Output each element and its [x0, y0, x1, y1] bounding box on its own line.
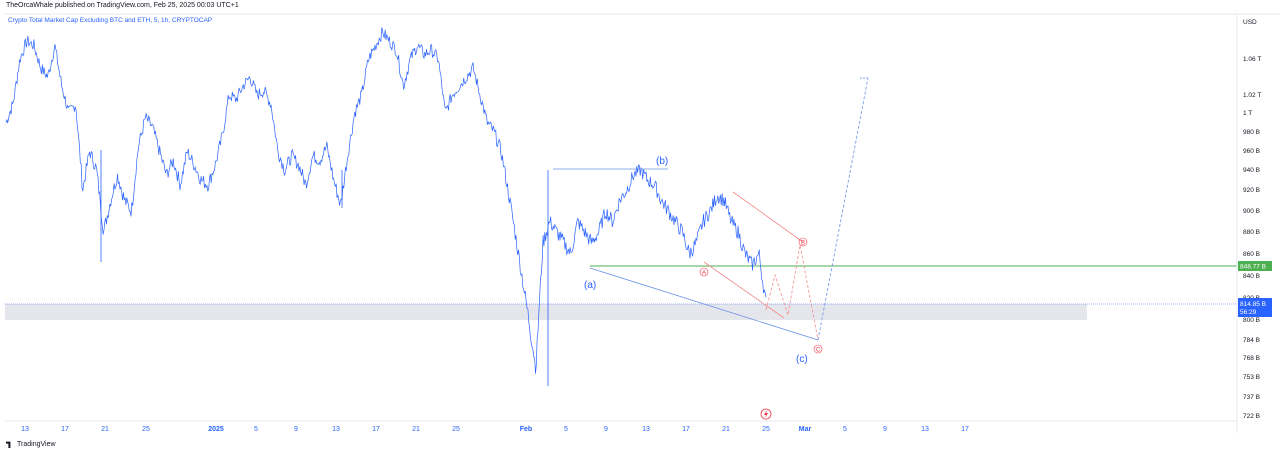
x-tick-label: 13 [642, 426, 650, 433]
x-tick-label: 9 [294, 426, 298, 433]
wave-c-label: (c) [796, 354, 808, 365]
x-tick-label: 17 [61, 426, 69, 433]
projection-red [765, 244, 819, 341]
channel-bottom [589, 267, 819, 341]
x-tick-label: 13 [21, 426, 29, 433]
logo-text: TradingView [17, 440, 56, 448]
x-tick-label: 13 [921, 426, 929, 433]
red-channel-top [732, 191, 804, 243]
x-tick-label: 21 [101, 426, 109, 433]
x-tick-label: 5 [564, 426, 568, 433]
subwave-a-marker [699, 267, 709, 277]
x-tick-label: 25 [452, 426, 460, 433]
symbol-title[interactable]: Crypto Total Market Cap Excluding BTC an… [8, 17, 213, 24]
subwave-c-marker [813, 344, 823, 354]
y-tick-label: 1.02 T [1243, 92, 1261, 99]
y-tick-label: 840 B [1243, 273, 1260, 280]
support-badge [1238, 261, 1272, 271]
subwave-b-marker [798, 237, 808, 247]
x-tick-label: Mar [799, 426, 812, 433]
y-tick-label: 1 T [1243, 110, 1252, 117]
y-tick-label: 960 B [1243, 148, 1260, 155]
tradingview-logo[interactable]: TradingView [6, 440, 56, 448]
y-tick-label: 1.06 T [1243, 56, 1261, 63]
publisher-header: TheOrcaWhale published on TradingView.co… [6, 2, 239, 9]
price-line [5, 27, 767, 374]
y-tick-label: 880 B [1243, 229, 1260, 236]
x-tick-label: 17 [961, 426, 969, 433]
x-tick-label: 13 [332, 426, 340, 433]
y-tick-label: 768 B [1243, 355, 1260, 362]
y-tick-label: 800 B [1243, 317, 1260, 324]
lightning-icon [764, 410, 768, 418]
x-axis[interactable]: 13 17 21 25 2025 5 9 13 17 21 25 Feb 5 9 13 17 21 25 Mar 5 9… [21, 426, 969, 433]
x-tick-label: Feb [520, 426, 532, 433]
support-zone [5, 304, 1087, 320]
x-tick-label: 25 [142, 426, 150, 433]
x-tick-label: 9 [604, 426, 608, 433]
current-price-text: 814.85 B [1240, 301, 1266, 308]
x-tick-label: 21 [722, 426, 730, 433]
price-series [5, 27, 767, 386]
y-tick-label: 940 B [1243, 167, 1260, 174]
y-tick-label: 980 B [1243, 129, 1260, 136]
y-tick-label: 920 B [1243, 187, 1260, 194]
wave-a-label: (a) [584, 280, 596, 291]
subwave-c-label: C [816, 348, 821, 354]
subwave-b-label: B [801, 241, 805, 247]
x-tick-label: 2025 [208, 426, 224, 433]
y-axis[interactable]: 1.06 T 1.02 T 1 T 980 B 960 B 940 B 920 B 900 B… [1243, 56, 1261, 420]
y-tick-label: 753 B [1243, 374, 1260, 381]
x-tick-label: 17 [682, 426, 690, 433]
projection-blue [817, 77, 869, 341]
tradingview-icon [6, 441, 11, 448]
subwave-a-label: A [702, 271, 706, 277]
x-tick-label: 9 [883, 426, 887, 433]
x-tick-label: 5 [843, 426, 847, 433]
wave-b-label: (b) [656, 156, 668, 167]
countdown-text: 56:29 [1240, 309, 1257, 316]
y-tick-label: 737 B [1243, 394, 1260, 401]
y-tick-label: 860 B [1243, 251, 1260, 258]
x-tick-label: 5 [254, 426, 258, 433]
y-tick-label: 784 B [1243, 337, 1260, 344]
x-tick-label: 21 [412, 426, 420, 433]
current-price-badge [1238, 298, 1272, 317]
support-badge-text: 848.77 B [1240, 264, 1266, 271]
y-tick-label: 722 B [1243, 413, 1260, 420]
red-channel-bottom [703, 261, 785, 319]
x-tick-label: 25 [762, 426, 770, 433]
x-tick-label: 17 [372, 426, 380, 433]
axis-unit-label: USD [1243, 19, 1257, 26]
y-tick-label: 900 B [1243, 208, 1260, 215]
